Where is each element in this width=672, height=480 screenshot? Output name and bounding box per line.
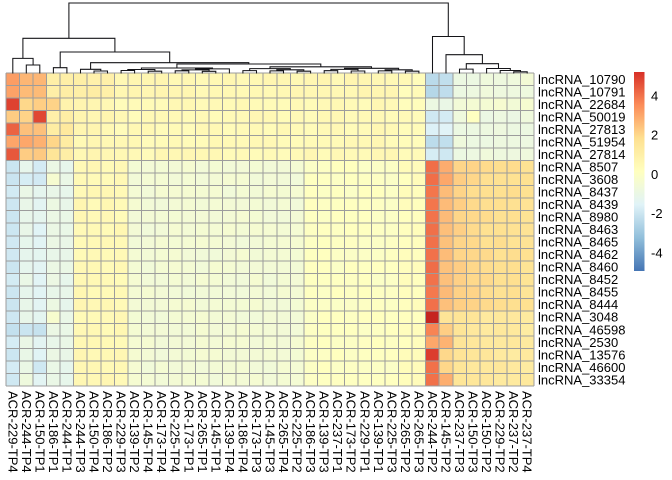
svg-text:ACR-244-TP3: ACR-244-TP3 <box>73 391 88 473</box>
svg-text:4: 4 <box>651 88 658 103</box>
svg-text:lncRNA_8980: lncRNA_8980 <box>538 210 618 225</box>
svg-text:lncRNA_27814: lncRNA_27814 <box>538 147 625 162</box>
svg-text:ACR-150-TP3: ACR-150-TP3 <box>466 391 481 473</box>
svg-text:ACR-244-TP1: ACR-244-TP1 <box>59 391 74 473</box>
svg-text:ACR-225-TP3: ACR-225-TP3 <box>384 391 399 473</box>
svg-text:lncRNA_8452: lncRNA_8452 <box>538 272 618 287</box>
svg-text:ACR-145-TP2: ACR-145-TP2 <box>439 391 454 473</box>
svg-text:lncRNA_8465: lncRNA_8465 <box>538 235 618 250</box>
svg-text:ACR-173-TP1: ACR-173-TP1 <box>181 391 196 473</box>
svg-text:ACR-229-TP4: ACR-229-TP4 <box>5 391 20 473</box>
svg-text:lncRNA_8463: lncRNA_8463 <box>538 222 618 237</box>
svg-text:lncRNA_8439: lncRNA_8439 <box>538 197 618 212</box>
svg-text:lncRNA_46598: lncRNA_46598 <box>538 322 625 337</box>
svg-text:ACR-225-TP4: ACR-225-TP4 <box>168 391 183 473</box>
svg-text:ACR-237-TP1: ACR-237-TP1 <box>330 391 345 473</box>
svg-text:-2: -2 <box>651 206 663 221</box>
svg-text:ACR-237-TP2: ACR-237-TP2 <box>506 391 521 473</box>
svg-text:lncRNA_2530: lncRNA_2530 <box>538 335 618 350</box>
svg-text:ACR-186-TP3: ACR-186-TP3 <box>303 391 318 473</box>
svg-text:ACR-244-TP2: ACR-244-TP2 <box>425 391 440 473</box>
svg-text:lncRNA_46600: lncRNA_46600 <box>538 360 625 375</box>
svg-text:ACR-139-TP4: ACR-139-TP4 <box>222 391 237 473</box>
svg-text:ACR-139-TP2: ACR-139-TP2 <box>127 391 142 473</box>
svg-text:ACR-229-TP3: ACR-229-TP3 <box>114 391 129 473</box>
svg-text:ACR-265-TP3: ACR-265-TP3 <box>411 391 426 473</box>
svg-text:-4: -4 <box>651 245 663 260</box>
svg-text:lncRNA_8437: lncRNA_8437 <box>538 185 618 200</box>
svg-text:lncRNA_8460: lncRNA_8460 <box>538 260 618 275</box>
svg-text:lncRNA_10791: lncRNA_10791 <box>538 84 625 99</box>
svg-text:ACR-139-TP3: ACR-139-TP3 <box>317 391 332 473</box>
svg-text:lncRNA_10790: lncRNA_10790 <box>538 72 625 87</box>
svg-text:ACR-139-TP1: ACR-139-TP1 <box>371 391 386 473</box>
svg-text:ACR-173-TP2: ACR-173-TP2 <box>344 391 359 473</box>
svg-text:ACR-265-TP2: ACR-265-TP2 <box>398 391 413 473</box>
svg-text:ACR-145-TP4: ACR-145-TP4 <box>141 391 156 473</box>
svg-text:ACR-145-TP1: ACR-145-TP1 <box>208 391 223 473</box>
svg-text:ACR-225-TP2: ACR-225-TP2 <box>290 391 305 473</box>
svg-text:0: 0 <box>651 167 658 182</box>
svg-text:ACR-186-TP1: ACR-186-TP1 <box>46 391 61 473</box>
svg-text:ACR-145-TP3: ACR-145-TP3 <box>263 391 278 473</box>
svg-text:lncRNA_33354: lncRNA_33354 <box>538 372 625 387</box>
svg-text:ACR-150-TP2: ACR-150-TP2 <box>479 391 494 473</box>
svg-text:lncRNA_8444: lncRNA_8444 <box>538 297 618 312</box>
svg-text:lncRNA_13576: lncRNA_13576 <box>538 347 625 362</box>
svg-text:ACR-244-TP4: ACR-244-TP4 <box>19 391 34 473</box>
svg-text:lncRNA_8462: lncRNA_8462 <box>538 247 618 262</box>
svg-text:ACR-150-TP1: ACR-150-TP1 <box>32 391 47 473</box>
svg-text:ACR-229-TP1: ACR-229-TP1 <box>357 391 372 473</box>
svg-text:ACR-229-TP2: ACR-229-TP2 <box>493 391 508 473</box>
svg-text:ACR-150-TP4: ACR-150-TP4 <box>87 391 102 473</box>
svg-text:ACR-186-TP4: ACR-186-TP4 <box>235 391 250 473</box>
svg-text:ACR-265-TP4: ACR-265-TP4 <box>276 391 291 473</box>
svg-text:lncRNA_50019: lncRNA_50019 <box>538 109 625 124</box>
svg-text:lncRNA_27813: lncRNA_27813 <box>538 122 625 137</box>
svg-text:ACR-173-TP4: ACR-173-TP4 <box>154 391 169 473</box>
svg-text:ACR-237-TP3: ACR-237-TP3 <box>452 391 467 473</box>
svg-text:lncRNA_3608: lncRNA_3608 <box>538 172 618 187</box>
svg-text:lncRNA_8507: lncRNA_8507 <box>538 160 618 175</box>
svg-text:lncRNA_3048: lncRNA_3048 <box>538 310 618 325</box>
svg-text:lncRNA_22684: lncRNA_22684 <box>538 97 625 112</box>
svg-text:ACR-186-TP2: ACR-186-TP2 <box>100 391 115 473</box>
svg-text:2: 2 <box>651 128 658 143</box>
svg-text:ACR-265-TP1: ACR-265-TP1 <box>195 391 210 473</box>
svg-text:ACR-237-TP4: ACR-237-TP4 <box>520 391 535 473</box>
svg-text:lncRNA_8455: lncRNA_8455 <box>538 285 618 300</box>
svg-text:ACR-173-TP3: ACR-173-TP3 <box>249 391 264 473</box>
svg-text:lncRNA_51954: lncRNA_51954 <box>538 135 625 150</box>
